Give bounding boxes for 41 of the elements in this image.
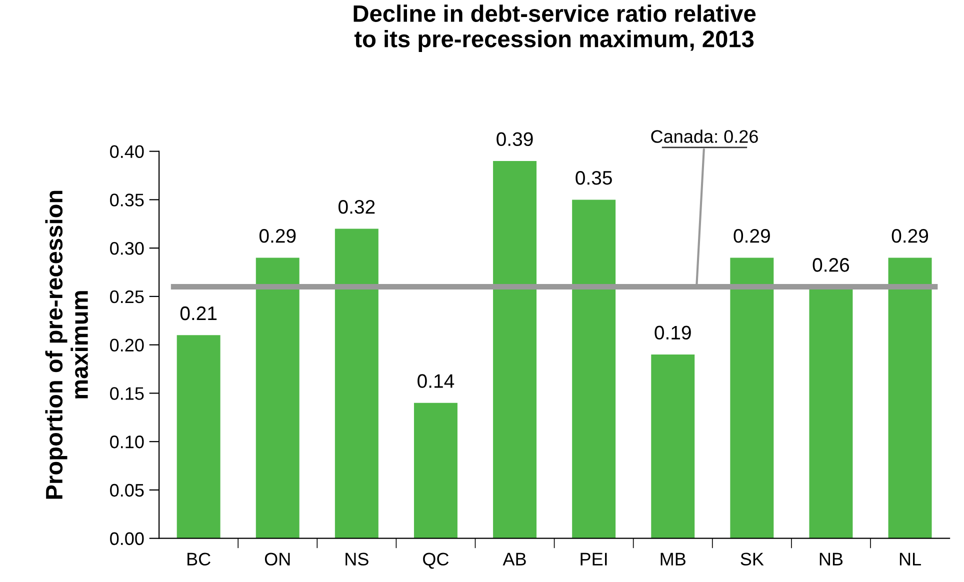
bar [493,160,537,538]
chart-title: Decline in debt-service ratio relative to its pre-recession maximum, 2013 [354,4,756,52]
data-label: 0.26 [812,258,850,272]
x-tick-label: BC [188,552,210,566]
bar [651,354,695,538]
data-label: 0.39 [496,132,533,146]
x-tick-label: ON [264,552,290,566]
bar [888,258,932,538]
bar [334,228,378,538]
y-tick-label: 0.15 [110,387,144,400]
x-tick-label: NL [900,552,921,566]
data-label: 0.14 [418,374,454,388]
x-tick-label: AB [502,552,526,566]
y-tick-label: 0.25 [110,290,144,304]
x-tick-label: SK [740,552,764,566]
data-label: 0.29 [259,229,296,243]
bar [414,402,458,538]
x-tick-label: PEI [580,552,607,566]
y-tick-label: 0.20 [110,338,144,352]
y-axis-title: Proportion of pre-recession maximum [45,190,88,499]
ref-line-label: Canada: 0.26 [651,130,758,143]
y-tick-label: 0.10 [110,436,144,448]
y-tick-label: 0.05 [110,484,144,497]
bar [572,200,616,538]
x-tick-label: NB [820,552,843,566]
y-tick-label: 0.30 [110,242,144,255]
bar [176,335,220,538]
data-label: 0.21 [180,306,217,320]
data-label: 0.19 [654,326,691,340]
bar [730,258,774,538]
y-tick-label: 0.00 [110,532,144,546]
x-tick-label: MB [660,552,686,566]
data-label: 0.29 [734,229,770,243]
bar [256,258,300,538]
data-label: 0.35 [576,170,612,185]
y-tick-label: 0.40 [110,145,144,158]
y-tick-label: 0.35 [110,194,144,206]
data-label: 0.32 [338,200,375,214]
data-label: 0.29 [892,229,928,243]
x-tick-label: QC [423,552,449,569]
x-tick-label: NS [346,552,368,566]
